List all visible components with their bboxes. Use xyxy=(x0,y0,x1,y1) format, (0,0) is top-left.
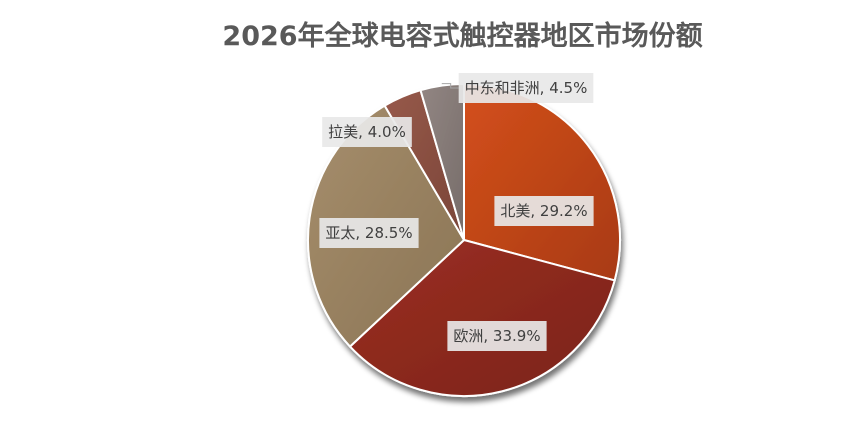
data-label-box-2 xyxy=(447,321,547,351)
data-label-4: 拉美, 4.0% xyxy=(322,117,412,147)
data-label-box-4 xyxy=(322,117,412,147)
data-label-box-1 xyxy=(494,196,594,226)
data-label-text-4: 拉美, 4.0% xyxy=(328,123,406,141)
data-label-5: 中东和非洲, 4.5% xyxy=(458,73,594,103)
data-labels: 北美, 29.2% 欧洲, 33.9% 亚太, 28.5% 拉美, 4.0% 中东和非洲… xyxy=(319,73,594,351)
data-label-box-5 xyxy=(458,73,594,103)
pie-slice-2 xyxy=(348,238,616,397)
data-label-3: 亚太, 28.5% xyxy=(319,218,419,248)
chart-title: 2026年全球电容式触控器地区市场份额 xyxy=(222,21,703,52)
data-label-text-5: 中东和非洲, 4.5% xyxy=(465,79,588,97)
leader-line-5 xyxy=(441,83,459,89)
data-label-text-2: 欧洲, 33.9% xyxy=(453,327,540,345)
data-label-box-3 xyxy=(319,218,419,248)
leader-lines xyxy=(441,83,459,89)
data-label-text-3: 亚太, 28.5% xyxy=(325,224,412,242)
data-label-1: 北美, 29.2% xyxy=(494,196,594,226)
data-label-2: 欧洲, 33.9% xyxy=(447,321,547,351)
data-label-text-1: 北美, 29.2% xyxy=(500,202,587,220)
